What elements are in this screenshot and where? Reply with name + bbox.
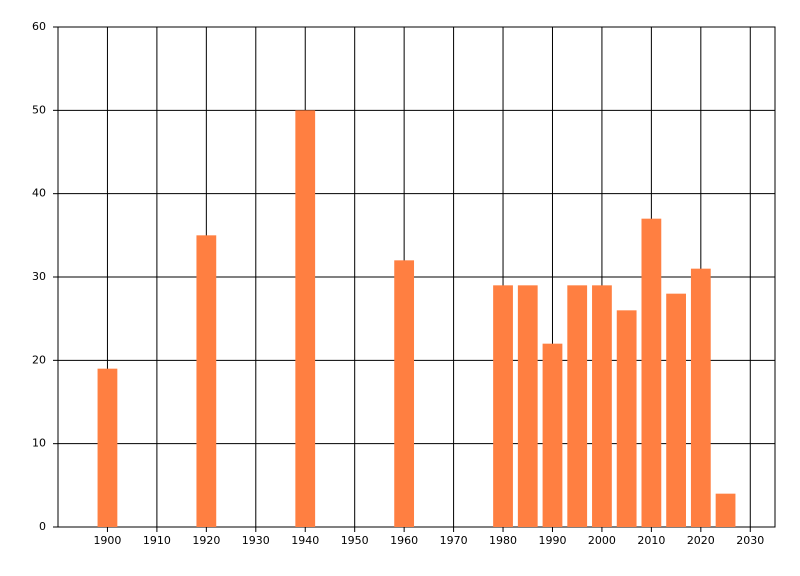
x-tick-label: 1910 <box>143 534 171 547</box>
y-tick-label: 50 <box>32 103 46 116</box>
y-tick-label: 40 <box>32 187 46 200</box>
x-tick-label: 1900 <box>93 534 121 547</box>
x-tick-label: 1990 <box>538 534 566 547</box>
bar <box>616 310 637 527</box>
bar <box>517 285 538 527</box>
x-tick-label: 1980 <box>489 534 517 547</box>
y-tick-label: 20 <box>32 353 46 366</box>
y-tick-label: 0 <box>39 520 46 533</box>
bar <box>394 260 415 527</box>
x-tick-label: 1960 <box>390 534 418 547</box>
x-tick-label: 1940 <box>291 534 319 547</box>
bar <box>295 110 316 527</box>
y-tick-label: 30 <box>32 270 46 283</box>
bar <box>592 285 612 527</box>
x-tick-label: 2010 <box>637 534 665 547</box>
x-tick-label: 1930 <box>242 534 270 547</box>
y-tick-label: 60 <box>32 20 46 33</box>
x-tick-label: 2000 <box>588 534 616 547</box>
x-tick-label: 1920 <box>192 534 220 547</box>
bar <box>493 285 513 527</box>
bar <box>97 368 118 527</box>
bar <box>641 218 662 527</box>
bar <box>542 343 563 527</box>
plot-frame <box>57 26 776 528</box>
x-tick-label: 1970 <box>440 534 468 547</box>
bar <box>715 493 736 527</box>
bar <box>196 235 217 528</box>
x-tick-label: 1950 <box>341 534 369 547</box>
bar <box>666 293 686 527</box>
x-tick-label: 2030 <box>736 534 764 547</box>
bar <box>567 285 588 527</box>
x-tick-label: 2020 <box>687 534 715 547</box>
y-tick-label: 10 <box>32 437 46 450</box>
bar <box>690 268 711 527</box>
